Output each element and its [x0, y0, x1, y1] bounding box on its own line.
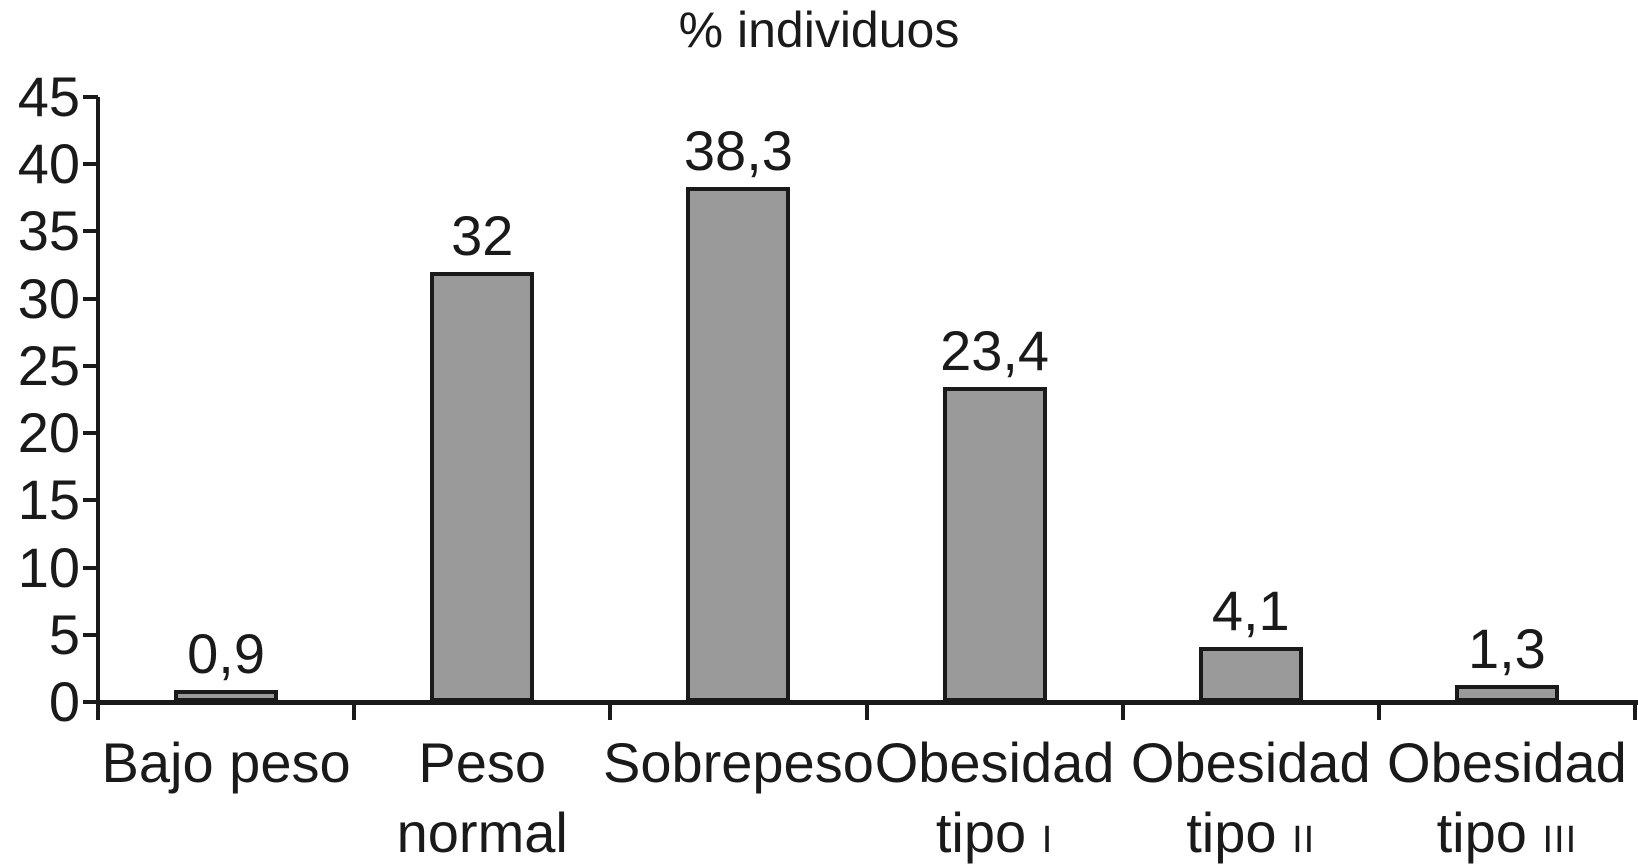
x-category-label: Obesidad tipo III	[1379, 728, 1635, 865]
x-category-label-line: Obesidad	[1387, 731, 1627, 794]
x-category-label-line: tipo II	[1186, 801, 1316, 864]
x-category-label: Peso normal	[354, 728, 610, 865]
x-category-label-line: Sobrepeso	[602, 731, 874, 794]
x-tick-mark	[864, 702, 869, 720]
y-tick-mark	[83, 431, 98, 436]
roman-numeral: III	[1542, 819, 1578, 861]
bar-value-label: 38,3	[683, 119, 793, 182]
x-category-label: Sobrepeso	[603, 728, 874, 798]
y-tick-label: 40	[17, 132, 80, 196]
y-tick-label: 35	[17, 199, 80, 263]
bar-value-label: 4,1	[1211, 579, 1290, 642]
y-tick-label: 0	[48, 670, 80, 733]
x-tick-mark	[352, 702, 357, 720]
y-tick-mark	[83, 229, 98, 234]
bar-value-label: 32	[451, 204, 514, 267]
y-tick-mark	[83, 700, 98, 704]
x-tick-mark	[1376, 702, 1381, 720]
roman-numeral: II	[1292, 819, 1316, 861]
y-tick-label: 30	[17, 266, 80, 330]
y-axis-line	[96, 97, 100, 707]
bar-value-label: 0,9	[187, 622, 265, 685]
roman-numeral: I	[1041, 819, 1054, 861]
x-category-label-line: normal	[396, 801, 568, 864]
y-tick-label: 45	[17, 65, 80, 128]
y-tick-mark	[83, 632, 98, 637]
y-tick-label: 5	[48, 602, 80, 666]
bar-1	[174, 690, 279, 702]
y-tick-label: 10	[17, 535, 80, 599]
x-tick-mark	[1120, 702, 1125, 720]
chart-title: % individuos	[678, 2, 960, 58]
x-category-label-line: Peso	[418, 731, 547, 794]
bar-4	[942, 387, 1047, 702]
bar-3	[686, 187, 791, 702]
bar-6	[1454, 685, 1559, 702]
x-category-label: Obesidad tipo II	[1123, 728, 1379, 865]
bar-2	[430, 272, 535, 702]
bar-value-label: 1,3	[1467, 617, 1546, 680]
bar-5	[1198, 647, 1303, 702]
x-category-label: Bajo peso	[98, 728, 354, 798]
y-tick-label: 15	[17, 468, 80, 532]
x-category-label-line: tipo I	[935, 801, 1054, 864]
x-tick-mark	[1633, 702, 1637, 720]
x-category-label: Obesidad tipo I	[867, 728, 1123, 865]
x-category-label-line: Obesidad	[874, 731, 1115, 794]
y-tick-mark	[83, 498, 98, 503]
x-category-label-line: Obesidad	[1130, 731, 1371, 794]
y-tick-mark	[83, 565, 98, 570]
y-tick-label: 25	[17, 333, 80, 397]
bar-value-label: 23,4	[940, 319, 1050, 382]
x-category-label-line: Bajo peso	[101, 731, 351, 794]
y-tick-mark	[83, 162, 98, 167]
x-category-label-line: tipo III	[1436, 801, 1578, 864]
x-tick-mark	[608, 702, 613, 720]
y-tick-mark	[83, 296, 98, 301]
y-tick-label: 20	[17, 401, 80, 465]
y-tick-mark	[83, 363, 98, 368]
y-tick-mark	[83, 95, 98, 99]
x-tick-mark	[96, 702, 100, 720]
